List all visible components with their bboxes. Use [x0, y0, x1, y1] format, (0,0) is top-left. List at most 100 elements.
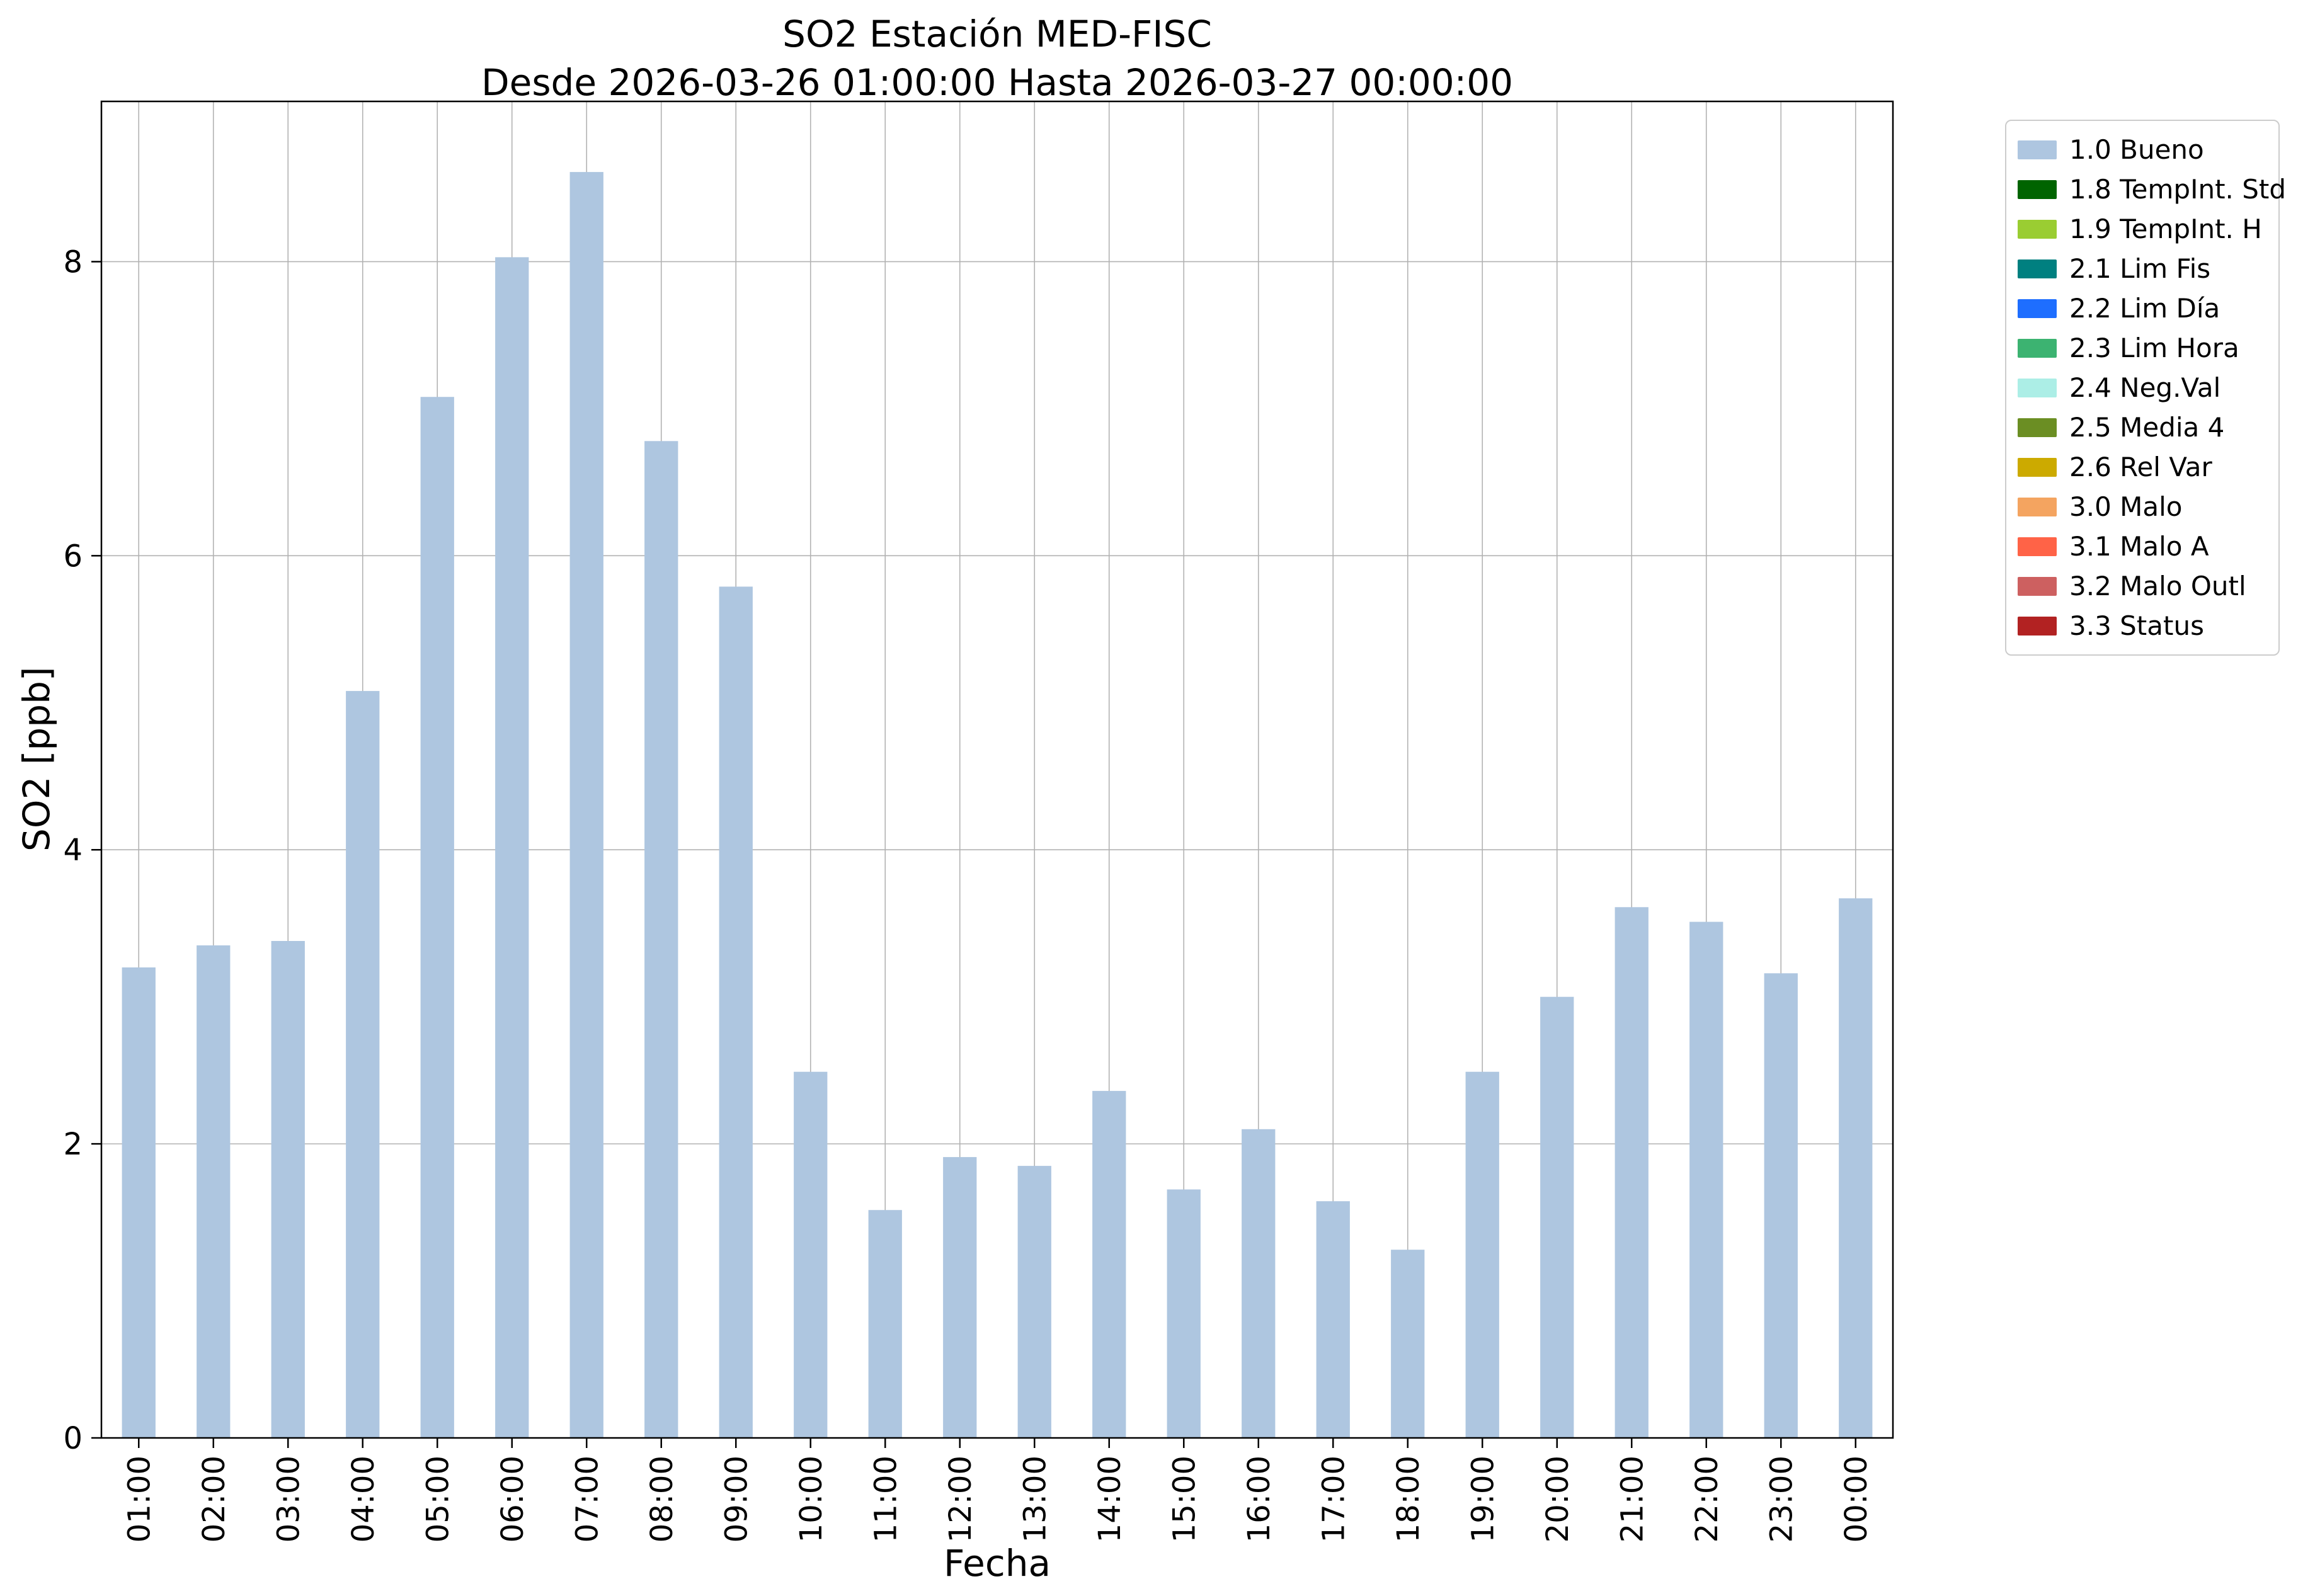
- legend-item: 3.0 Malo: [2018, 487, 2267, 527]
- legend-swatch: [2018, 140, 2057, 159]
- legend-label: 1.0 Bueno: [2069, 134, 2204, 165]
- legend-item: 1.9 TempInt. H: [2018, 209, 2267, 249]
- x-tick-label: 07:00: [569, 1456, 605, 1542]
- legend-swatch: [2018, 180, 2057, 199]
- legend-label: 2.1 Lim Fis: [2069, 253, 2211, 284]
- legend-label: 1.8 TempInt. Std: [2069, 174, 2287, 205]
- bar: [271, 941, 305, 1438]
- x-tick-label: 22:00: [1689, 1456, 1725, 1542]
- bar: [943, 1157, 977, 1438]
- y-tick-label: 2: [63, 1127, 83, 1162]
- plot-border: [100, 100, 1894, 1439]
- legend-item: 2.3 Lim Hora: [2018, 328, 2267, 368]
- x-tick-label: 12:00: [943, 1456, 978, 1542]
- chart-subtitle: Desde 2026-03-26 01:00:00 Hasta 2026-03-…: [481, 60, 1514, 104]
- legend-item: 3.1 Malo A: [2018, 527, 2267, 566]
- legend-item: 2.5 Media 4: [2018, 408, 2267, 447]
- legend-swatch: [2018, 537, 2057, 556]
- legend-swatch: [2018, 259, 2057, 278]
- legend-swatch: [2018, 338, 2057, 358]
- bar: [1316, 1201, 1350, 1438]
- x-tick-label: 19:00: [1465, 1456, 1500, 1542]
- y-tick-label: 6: [63, 539, 83, 574]
- bar: [346, 691, 380, 1438]
- bar: [719, 586, 753, 1438]
- x-tick-label: 08:00: [644, 1456, 680, 1542]
- x-tick-label: 04:00: [346, 1456, 381, 1542]
- legend-swatch: [2018, 576, 2057, 596]
- legend-label: 1.9 TempInt. H: [2069, 214, 2262, 244]
- legend-item: 2.1 Lim Fis: [2018, 249, 2267, 288]
- bar: [644, 441, 678, 1438]
- legend-label: 2.4 Neg.Val: [2069, 372, 2221, 403]
- y-tick-label: 0: [63, 1421, 83, 1456]
- bar: [868, 1210, 902, 1438]
- legend-item: 3.2 Malo Outl: [2018, 566, 2267, 606]
- legend-label: 3.1 Malo A: [2069, 531, 2209, 562]
- legend-item: 2.2 Lim Día: [2018, 288, 2267, 328]
- legend-item: 2.6 Rel Var: [2018, 447, 2267, 487]
- legend-swatch: [2018, 497, 2057, 516]
- legend-label: 2.6 Rel Var: [2069, 452, 2212, 482]
- bar: [1391, 1250, 1425, 1438]
- bar: [1017, 1166, 1051, 1438]
- legend: 1.0 Bueno 1.8 TempInt. Std 1.9 TempInt. H 2…: [2005, 120, 2286, 656]
- x-tick-label: 09:00: [719, 1456, 754, 1542]
- bar: [569, 172, 603, 1439]
- y-tick-label: 4: [63, 833, 83, 868]
- legend-item: 3.3 Status: [2018, 606, 2267, 646]
- legend-item: 2.4 Neg.Val: [2018, 368, 2267, 408]
- legend-items: 1.0 Bueno 1.8 TempInt. Std 1.9 TempInt. H 2…: [2018, 130, 2286, 646]
- legend-swatch: [2018, 457, 2057, 477]
- x-tick-label: 00:00: [1839, 1456, 1874, 1542]
- x-axis-label: Fecha: [943, 1542, 1051, 1585]
- x-tick-label: 11:00: [868, 1456, 903, 1542]
- legend-label: 2.5 Media 4: [2069, 412, 2225, 443]
- bar: [1465, 1071, 1499, 1438]
- legend-label: 3.3 Status: [2069, 610, 2204, 641]
- legend-label: 2.3 Lim Hora: [2069, 333, 2239, 363]
- bar: [197, 945, 231, 1438]
- bar: [1092, 1091, 1126, 1438]
- x-tick-label: 23:00: [1764, 1456, 1799, 1542]
- legend-swatch: [2018, 299, 2057, 318]
- x-tick-label: 03:00: [271, 1456, 306, 1542]
- legend-swatch: [2018, 378, 2057, 397]
- bar: [495, 257, 529, 1438]
- legend-item: 1.8 TempInt. Std: [2018, 169, 2286, 209]
- bar: [1614, 907, 1649, 1438]
- bar: [1242, 1129, 1276, 1438]
- bar: [122, 967, 156, 1438]
- y-axis-label: SO2 [ppb]: [15, 666, 58, 852]
- x-tick-label: 05:00: [420, 1456, 455, 1542]
- bar: [1689, 921, 1723, 1438]
- bar: [1764, 973, 1798, 1438]
- legend-swatch: [2018, 616, 2057, 636]
- x-tick-label: 10:00: [794, 1456, 829, 1542]
- bar: [794, 1071, 828, 1438]
- legend-swatch: [2018, 219, 2057, 239]
- bar: [420, 397, 454, 1439]
- bar: [1540, 996, 1574, 1438]
- chart-title: SO2 Estación MED-FISC: [782, 13, 1212, 55]
- x-tick-label: 15:00: [1167, 1456, 1202, 1542]
- x-tick-label: 14:00: [1092, 1456, 1128, 1542]
- x-tick-label: 06:00: [495, 1456, 530, 1542]
- bar: [1167, 1189, 1201, 1438]
- legend-item: 1.0 Bueno: [2018, 130, 2267, 169]
- chart-title-block: SO2 Estación MED-FISC Desde 2026-03-26 0…: [101, 10, 1893, 106]
- bar: [1839, 898, 1873, 1438]
- x-tick-label: 17:00: [1316, 1456, 1351, 1542]
- y-tick-label: 8: [63, 244, 83, 280]
- x-tick-label: 01:00: [122, 1456, 157, 1542]
- x-tick-label: 20:00: [1540, 1456, 1575, 1542]
- x-tick-label: 13:00: [1017, 1456, 1053, 1542]
- x-tick-label: 21:00: [1614, 1456, 1650, 1542]
- legend-label: 3.0 Malo: [2069, 491, 2183, 522]
- legend-swatch: [2018, 418, 2057, 437]
- legend-label: 2.2 Lim Día: [2069, 293, 2220, 324]
- x-tick-label: 02:00: [197, 1456, 232, 1542]
- x-tick-label: 18:00: [1391, 1456, 1426, 1542]
